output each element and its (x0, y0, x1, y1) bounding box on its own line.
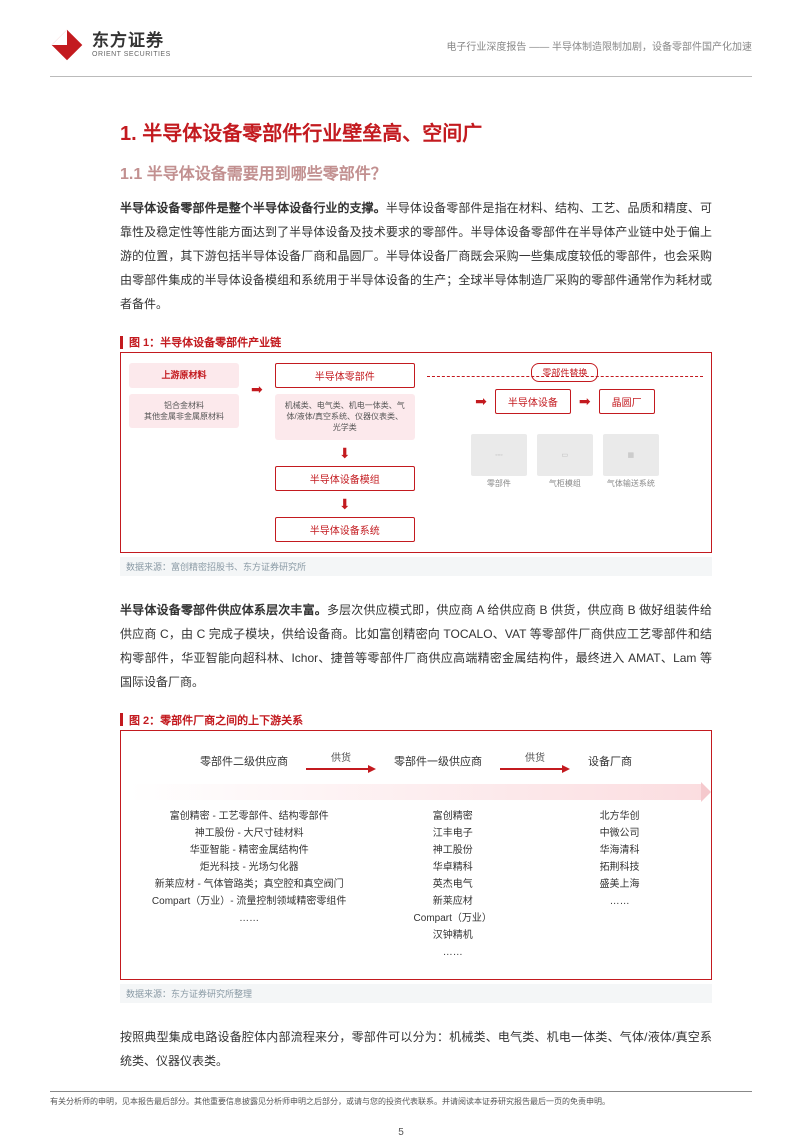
supply-label-2: 供货 (525, 749, 545, 764)
gas-system-image-placeholder: ▦ (603, 434, 659, 476)
upstream-body: 铝合金材料 其他金属非金属原材料 (129, 394, 239, 428)
fig2-title-row: 图 2：零部件厂商之间的上下游关系 (120, 712, 712, 728)
fig2-col3: 北方华创 中微公司 华海清科 拓荆科技 盛美上海 …… (546, 808, 693, 961)
para1-bold: 半导体设备零部件是整个半导体设备行业的支撑。 (120, 201, 386, 215)
footer-disclaimer: 有关分析师的申明，见本报告最后部分。其他重要信息披露见分析师申明之后部分，或请与… (0, 1096, 802, 1107)
upstream-title-box: 上游原材料 (129, 363, 239, 388)
fig1-col-upstream: 上游原材料 铝合金材料 其他金属非金属原材料 (129, 363, 239, 428)
img-block-2: ▭ 气柜模组 (537, 434, 593, 489)
arrow-group-1: 供货 (306, 749, 376, 774)
arrow-down-icon: ⬇ (339, 497, 351, 511)
img-block-3: ▦ 气体输送系统 (603, 434, 659, 489)
fig2-flow-row: 零部件二级供应商 供货 零部件一级供应商 供货 设备厂商 (139, 749, 693, 774)
logo-icon (50, 28, 84, 62)
fig1-images-row: ◦◦◦ 零部件 ▭ 气柜模组 ▦ 气体输送系统 (471, 434, 659, 489)
fig-bar-icon (120, 713, 123, 726)
figure-2: 图 2：零部件厂商之间的上下游关系 零部件二级供应商 供货 零部件一级供应商 供… (120, 712, 712, 1003)
figure-1: 图 1：半导体设备零部件产业链 上游原材料 铝合金材料 其他金属非金属原材料 ➡… (120, 334, 712, 576)
equip-fab-row: ➡ 半导体设备 ➡ 晶圆厂 (475, 389, 654, 414)
module-box: 半导体设备模组 (275, 466, 415, 491)
replace-row: 零部件替换 (427, 363, 703, 377)
fig2-body: 零部件二级供应商 供货 零部件一级供应商 供货 设备厂商 富创精密 - 工艺零部… (120, 730, 712, 980)
img3-label: 气体输送系统 (603, 478, 659, 489)
arrow-right-icon: ➡ (475, 393, 487, 410)
logo-cn: 东方证券 (92, 32, 171, 51)
img-block-1: ◦◦◦ 零部件 (471, 434, 527, 489)
img1-label: 零部件 (471, 478, 527, 489)
tier2-label: 零部件二级供应商 (200, 753, 288, 769)
tier1-label: 零部件一级供应商 (394, 753, 482, 769)
footer-divider (50, 1091, 752, 1092)
page-number: 5 (0, 1127, 802, 1138)
paragraph-3: 按照典型集成电路设备腔体内部流程来分，零部件可以分为：机械类、电气类、机电一体类… (120, 1025, 712, 1073)
fig1-source: 数据来源：富创精密招股书、东方证券研究所 (120, 557, 712, 576)
heading-1: 1. 半导体设备零部件行业壁垒高、空间广 (120, 117, 712, 146)
fig-bar-icon (120, 336, 123, 349)
paragraph-2: 半导体设备零部件供应体系层次丰富。多层次供应模式即，供应商 A 给供应商 B 供… (120, 598, 712, 694)
fig1-col-parts: 半导体零部件 机械类、电气类、机电一体类、气体/液体/真空系统、仪器仪表类、光学… (275, 363, 415, 542)
parts-image-placeholder: ◦◦◦ (471, 434, 527, 476)
equip-box: 半导体设备 (495, 389, 571, 414)
img2-label: 气柜模组 (537, 478, 593, 489)
fig2-col2: 富创精密 江丰电子 神工股份 华卓精科 英杰电气 新莱应材 Compart（万业… (379, 808, 526, 961)
fig1-col-right: 零部件替换 ➡ 半导体设备 ➡ 晶圆厂 ◦◦◦ 零部件 (427, 363, 703, 489)
para2-bold: 半导体设备零部件供应体系层次丰富。 (120, 603, 327, 617)
heading-2: 1.1 半导体设备需要用到哪些零部件？ (120, 160, 712, 184)
main-content: 1. 半导体设备零部件行业壁垒高、空间广 1.1 半导体设备需要用到哪些零部件？… (0, 77, 802, 1073)
fig1-title: 图 1：半导体设备零部件产业链 (129, 334, 281, 350)
supply-label: 供货 (331, 749, 351, 764)
fab-box: 晶圆厂 (599, 389, 655, 414)
arrow-down-icon: ⬇ (339, 446, 351, 460)
fig2-lists: 富创精密 - 工艺零部件、结构零部件 神工股份 - 大尺寸硅材料 华亚智能 - … (139, 808, 693, 961)
fig1-title-row: 图 1：半导体设备零部件产业链 (120, 334, 712, 350)
arrow-col-1: ➡ (251, 363, 263, 398)
replace-label: 零部件替换 (531, 363, 598, 382)
parts-body: 机械类、电气类、机电一体类、气体/液体/真空系统、仪器仪表类、光学类 (275, 394, 415, 440)
upstream-title: 上游原材料 (137, 369, 231, 382)
logo-block: 东方证券 ORIENT SECURITIES (50, 28, 171, 62)
long-arrow-icon (500, 764, 570, 774)
parts-title: 半导体零部件 (275, 363, 415, 388)
cabinet-image-placeholder: ▭ (537, 434, 593, 476)
long-arrow-icon (306, 764, 376, 774)
fig1-body: 上游原材料 铝合金材料 其他金属非金属原材料 ➡ 半导体零部件 机械类、电气类、… (120, 352, 712, 553)
fig2-col1: 富创精密 - 工艺零部件、结构零部件 神工股份 - 大尺寸硅材料 华亚智能 - … (139, 808, 359, 961)
page-header: 东方证券 ORIENT SECURITIES 电子行业深度报告 —— 半导体制造… (0, 0, 802, 72)
oem-label: 设备厂商 (588, 753, 632, 769)
logo-en: ORIENT SECURITIES (92, 51, 171, 59)
paragraph-1: 半导体设备零部件是整个半导体设备行业的支撑。半导体设备零部件是指在材料、结构、工… (120, 196, 712, 316)
header-subtitle: 电子行业深度报告 —— 半导体制造限制加剧，设备零部件国产化加速 (446, 38, 752, 53)
para1-rest: 半导体设备零部件是指在材料、结构、工艺、品质和精度、可靠性及稳定性等性能方面达到… (120, 201, 712, 311)
system-box: 半导体设备系统 (275, 517, 415, 542)
arrow-right-icon: ➡ (251, 381, 263, 398)
fig2-title: 图 2：零部件厂商之间的上下游关系 (129, 712, 303, 728)
fig2-source: 数据来源：东方证券研究所整理 (120, 984, 712, 1003)
logo-text: 东方证券 ORIENT SECURITIES (92, 32, 171, 58)
arrow-right-icon: ➡ (579, 393, 591, 410)
arrow-group-2: 供货 (500, 749, 570, 774)
gradient-arrow-bar (129, 784, 703, 800)
